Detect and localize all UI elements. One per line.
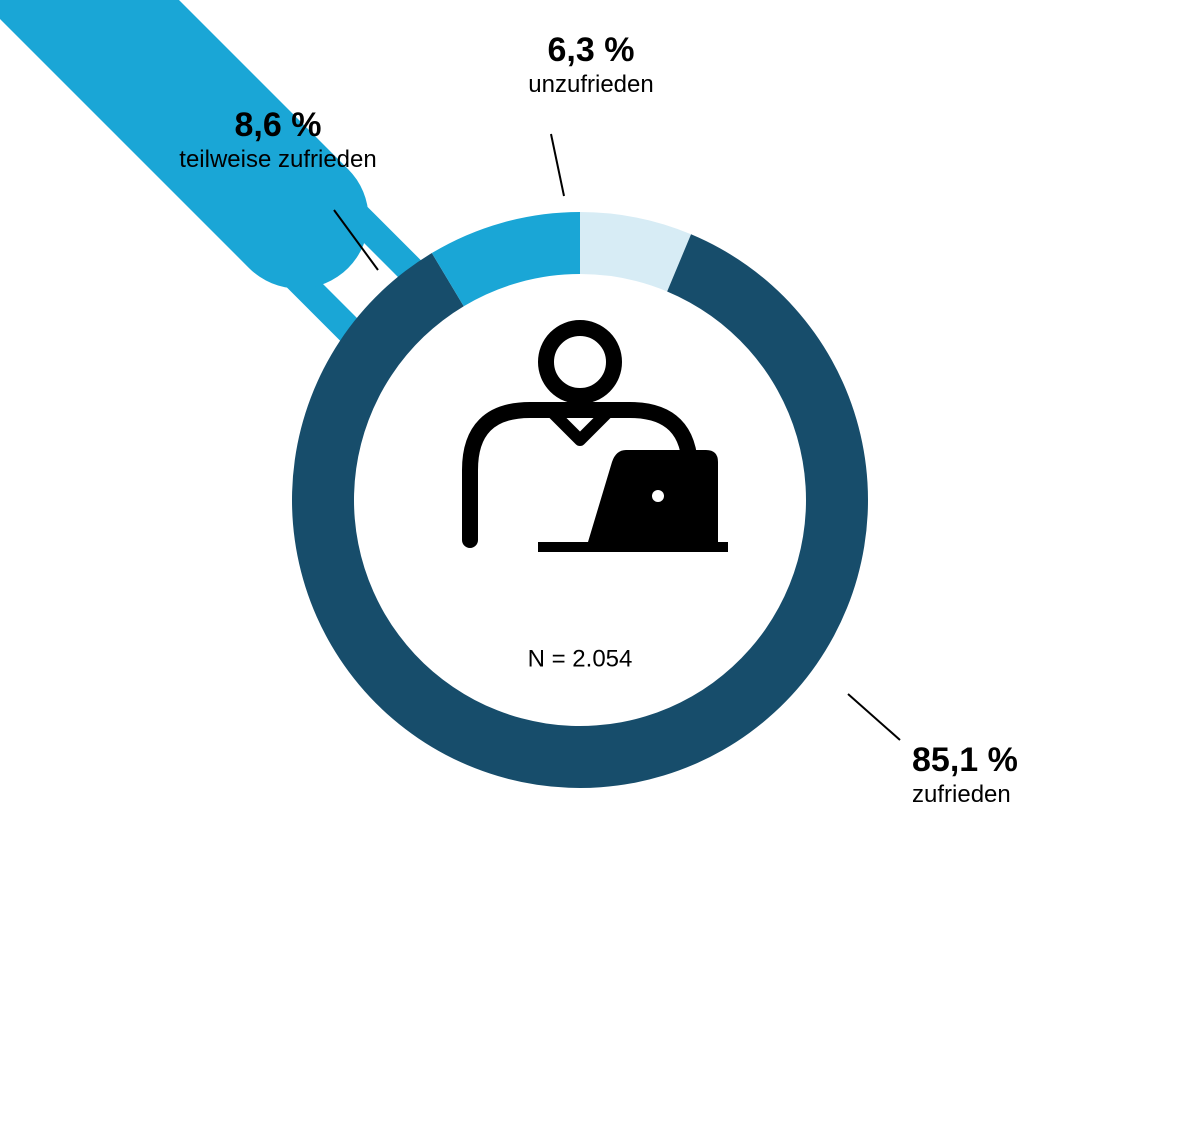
pct-zufrieden: 85,1 % [912, 740, 1018, 781]
label-teilweise-zufrieden: 8,6 % teilweise zufrieden [148, 105, 408, 175]
pct-teilweise: 8,6 % [148, 105, 408, 146]
desc-unzufrieden: unzufrieden [461, 71, 721, 100]
desc-teilweise: teilweise zufrieden [148, 146, 408, 175]
pct-unzufrieden: 6,3 % [461, 30, 721, 71]
label-unzufrieden: 6,3 % unzufrieden [461, 30, 721, 100]
person-laptop-icon [470, 328, 728, 552]
donut-segments [292, 212, 868, 788]
sample-size-label: N = 2.054 [528, 645, 633, 672]
label-zufrieden: 85,1 % zufrieden [912, 740, 1018, 810]
desc-zufrieden: zufrieden [912, 781, 1018, 810]
